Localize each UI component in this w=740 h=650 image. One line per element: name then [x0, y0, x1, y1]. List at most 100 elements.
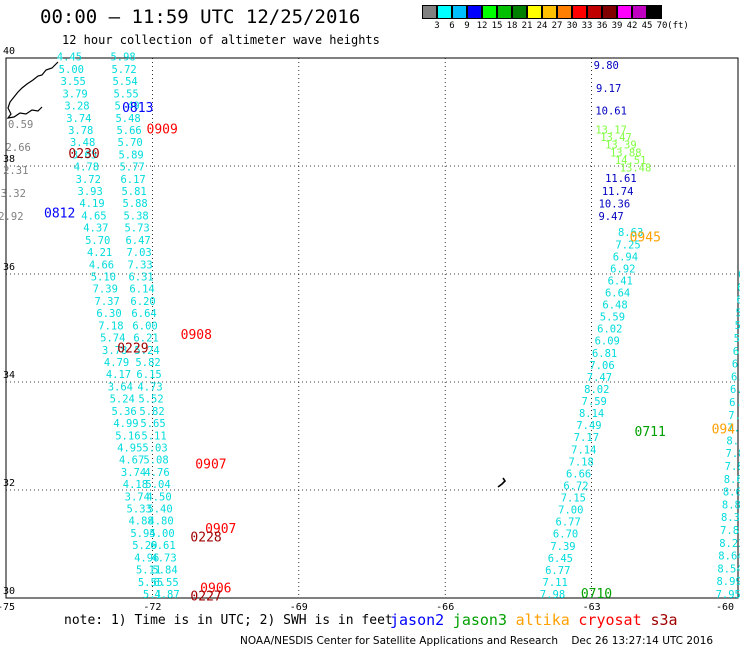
wave-height-label: 8.33	[721, 512, 740, 524]
wave-height-label: 4.96	[134, 552, 159, 564]
legend-label-33: 33	[581, 21, 593, 31]
wave-height-label: 5.00	[149, 528, 174, 540]
satellite-legend-jason2: jason2	[390, 611, 445, 629]
wave-height-label: 7.39	[550, 541, 575, 553]
legend-swatch-18	[497, 5, 512, 19]
wave-height-label: 7.37	[95, 296, 120, 308]
pass-time-s3a: 0230	[68, 147, 99, 162]
track-altika-north: 9.80 9.17 10.61	[594, 60, 627, 118]
legend-label-21: 21	[521, 21, 533, 31]
wave-height-label: 8.66	[723, 487, 740, 499]
lat-tick-label: 30	[3, 586, 16, 597]
lat-tick-label: 34	[3, 370, 16, 381]
wave-height-label: 6.64	[605, 288, 630, 300]
wave-height-label: 2.92	[0, 211, 24, 223]
wave-height-label: 0.59	[8, 119, 33, 131]
wave-height-label: 4.79	[104, 357, 129, 369]
wave-height-label: 6.75	[729, 397, 740, 409]
wave-height-label: 7.15	[561, 493, 586, 505]
wave-height-label: 6.00	[736, 295, 740, 307]
wave-height-label: 5.16	[115, 430, 140, 442]
lat-tick-label: 40	[3, 46, 16, 57]
wave-height-label: 7.83	[720, 525, 740, 537]
wave-height-label: 3.74	[121, 467, 146, 479]
wave-height-label: 7.39	[93, 284, 118, 296]
legend-swatch-9	[452, 5, 467, 19]
wave-height-label: 3.65	[72, 149, 97, 161]
wave-height-label: 9.47	[598, 211, 623, 223]
wave-height-label: 7.11	[543, 577, 568, 589]
wave-height-label: 5.29	[132, 540, 157, 552]
legend-label-3: 3	[434, 21, 440, 31]
wave-height-label: 6.05	[733, 346, 740, 358]
wave-height-label: 3.55	[61, 76, 86, 88]
wave-height-label: 3.74	[125, 491, 150, 503]
wave-height-label: 5.40	[147, 504, 172, 516]
wave-height-label: 4.50	[146, 491, 171, 503]
track-jason3: 65.96.026.306.005.965.435.706.056.276.76…	[716, 269, 740, 601]
wave-height-label: 5.03	[142, 442, 167, 454]
wave-height-label: 5.73	[124, 223, 149, 235]
wave-height-label: 5.33	[127, 504, 152, 516]
wave-height-label: 3.32	[1, 188, 26, 200]
wave-height-label: 2.66	[6, 142, 31, 154]
wave-height-label: 5.11	[141, 430, 166, 442]
wave-height-label: 9.80	[594, 60, 619, 72]
wave-height-label: 6.72	[563, 480, 588, 492]
wave-height-label: 6.09	[595, 336, 620, 348]
wave-height-label: 5.55	[113, 88, 138, 100]
wave-height-label: 8.54	[717, 563, 740, 575]
units-note: note: 1) Time is in UTC; 2) SWH is in fe…	[64, 613, 393, 628]
wave-height-label: 5.04	[145, 479, 170, 491]
wave-height-label: 6.81	[730, 384, 740, 396]
wave-height-label: 7.59	[582, 396, 607, 408]
pass-time-s3a: 0227	[190, 590, 221, 605]
wave-height-label: 5.65	[140, 418, 165, 430]
wave-height-label: 6.81	[592, 348, 617, 360]
wave-height-label: 7.06	[589, 360, 614, 372]
track-altika-south: 8.637.256.946.926.416.646.485.596.026.09…	[540, 227, 643, 601]
lon-tick-label: -69	[289, 602, 308, 613]
pass-time-s3a: 0229	[117, 341, 148, 356]
wave-height-label: 13.39	[605, 140, 637, 152]
wave-height-label: 6.31	[128, 272, 153, 284]
wave-height-label: 11.74	[602, 186, 634, 198]
wave-height-label: 6.30	[96, 308, 121, 320]
wave-height-label: 7.36	[727, 423, 740, 435]
wave-height-label: 6.47	[125, 235, 150, 247]
pass-time-jason3: 0711	[635, 425, 666, 440]
legend-swatch-6	[437, 5, 452, 19]
legend-swatch-36	[587, 5, 602, 19]
wave-height-label: 4.37	[83, 223, 108, 235]
wave-height-label: 9.17	[596, 83, 621, 95]
wave-height-label: 8.99	[716, 576, 740, 588]
lon-tick-label: -75	[0, 602, 16, 613]
wave-height-label: 4.95	[117, 442, 142, 454]
wave-height-label: 5.08	[143, 455, 168, 467]
wave-height-label: 5.11	[136, 565, 161, 577]
wave-height-label: 8.23	[719, 538, 740, 550]
legend-label-36: 36	[596, 21, 608, 31]
pass-time-jason2: 0813	[122, 101, 153, 116]
wave-height-label: 10.36	[599, 198, 631, 210]
wave-height-label: 7.33	[127, 259, 152, 271]
wave-height-label: 5.52	[138, 394, 163, 406]
wave-height-label: 3.78	[102, 345, 127, 357]
legend-swatch-30	[557, 5, 572, 19]
lat-tick-label: 36	[3, 262, 16, 273]
wave-height-label: 6.02	[738, 269, 740, 281]
wave-height-label: 7.18	[569, 456, 594, 468]
wave-height-label: 6.55	[153, 577, 178, 589]
legend-swatch-39	[602, 5, 617, 19]
wave-height-label: 6.17	[120, 174, 145, 186]
wave-height-label: 6.61	[150, 540, 175, 552]
wave-height-label: 6.64	[131, 308, 156, 320]
wave-height-label: 6.76	[731, 371, 740, 383]
track-s3a-west: 4.455.003.553.793.283.743.783.483.654.78…	[57, 52, 163, 601]
wave-height-label: 6.00	[132, 320, 157, 332]
wave-height-label: 6.77	[545, 565, 570, 577]
wave-height-label: 3.48	[70, 137, 95, 149]
wave-height-label: 3.93	[78, 186, 103, 198]
wave-height-label: 7.47	[587, 372, 612, 384]
wave-height-label: 6.02	[597, 324, 622, 336]
